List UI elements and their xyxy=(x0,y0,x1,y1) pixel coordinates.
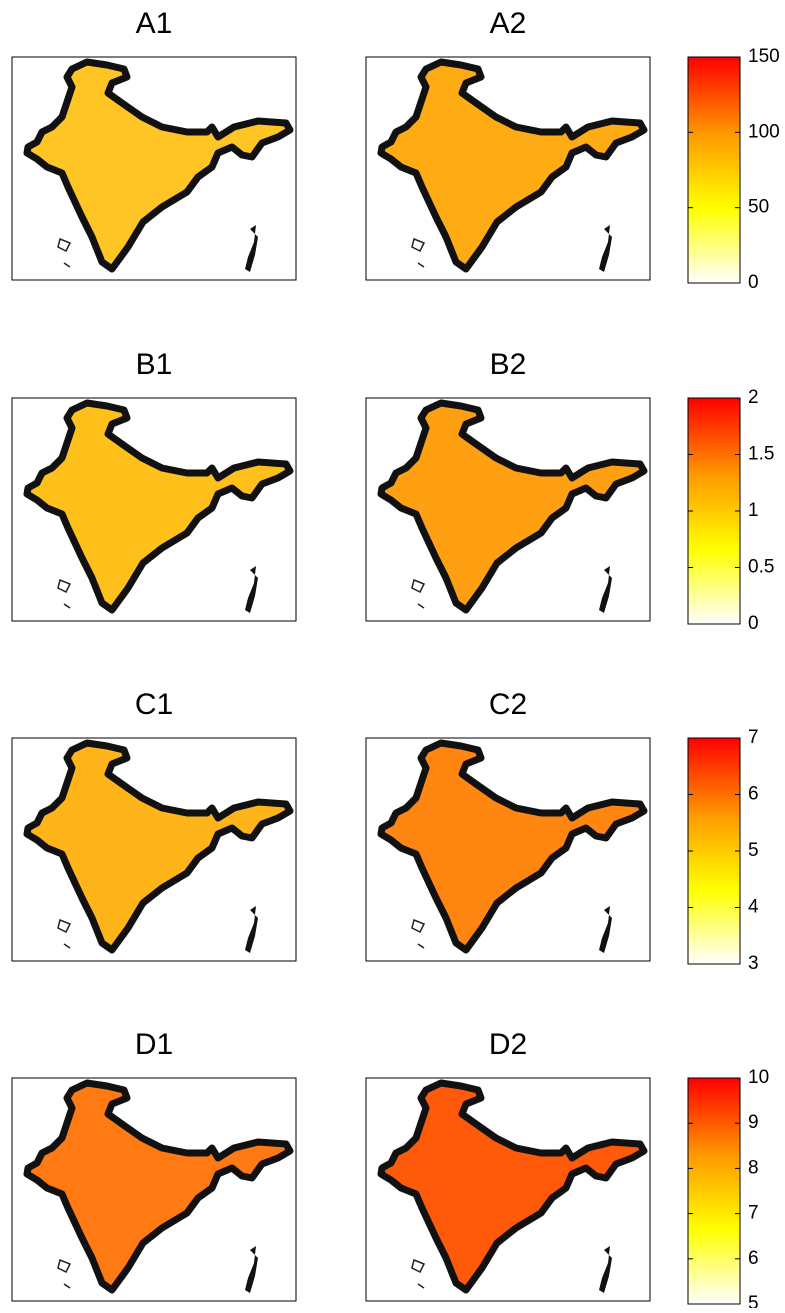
colorbar-tick-label: 2 xyxy=(748,387,759,408)
islands xyxy=(245,225,258,272)
lakshadweep xyxy=(57,237,72,268)
india-map xyxy=(23,58,294,273)
lakshadweep xyxy=(57,1258,72,1289)
colorbar-tick-label: 50 xyxy=(748,197,769,218)
islands xyxy=(245,1246,258,1293)
panel-title: D1 xyxy=(135,1028,173,1061)
lakshadweep xyxy=(411,1258,426,1289)
lakshadweep xyxy=(411,918,426,949)
colorbar xyxy=(687,1077,741,1305)
colorbar xyxy=(687,56,741,284)
map xyxy=(23,399,294,614)
colorbar-tick-label: 10 xyxy=(748,1067,769,1088)
map xyxy=(23,739,294,954)
colorbar-tick-label: 5 xyxy=(748,840,759,861)
islands xyxy=(599,566,612,613)
colorbar-tick-label: 0.5 xyxy=(748,557,774,578)
colorbar-tick-label: 8 xyxy=(748,1157,759,1178)
lakshadweep xyxy=(411,237,426,268)
colorbar-tick-label: 100 xyxy=(748,121,780,142)
panel-title: B2 xyxy=(490,348,527,381)
india-map xyxy=(23,1079,294,1294)
colorbar-tick-label: 3 xyxy=(748,953,759,974)
colorbar-tick-label: 0 xyxy=(748,272,759,293)
panel-title: C2 xyxy=(489,688,527,721)
colorbar-tick-label: 150 xyxy=(748,46,780,67)
colorbar xyxy=(687,737,741,965)
india-map xyxy=(23,739,294,954)
islands xyxy=(599,1246,612,1293)
lakshadweep xyxy=(57,918,72,949)
panel-title: B1 xyxy=(136,348,173,381)
colorbar-tick-label: 7 xyxy=(748,727,759,748)
map xyxy=(23,1079,294,1294)
map xyxy=(377,58,648,273)
colorbar-tick-label: 5 xyxy=(748,1293,759,1308)
panel-title: D2 xyxy=(489,1028,527,1061)
india-map xyxy=(377,399,648,614)
india-map xyxy=(377,739,648,954)
india-map xyxy=(23,399,294,614)
map xyxy=(377,1079,648,1294)
colorbar-tick-label: 9 xyxy=(748,1112,759,1133)
colorbar-tick-label: 7 xyxy=(748,1203,759,1224)
islands xyxy=(599,906,612,953)
india-map xyxy=(377,1079,648,1294)
map xyxy=(377,739,648,954)
colorbar-tick-label: 1.5 xyxy=(748,444,774,465)
panel-title: C1 xyxy=(135,688,173,721)
islands xyxy=(599,225,612,272)
colorbar xyxy=(687,397,741,625)
lakshadweep xyxy=(57,578,72,609)
colorbar-tick-label: 0 xyxy=(748,613,759,634)
panel-title: A1 xyxy=(136,7,173,40)
colorbar-tick-label: 6 xyxy=(748,784,759,805)
map xyxy=(23,58,294,273)
lakshadweep xyxy=(411,578,426,609)
islands xyxy=(245,906,258,953)
panel-title: A2 xyxy=(490,7,527,40)
colorbar-tick-label: 4 xyxy=(748,897,759,918)
map xyxy=(377,399,648,614)
colorbar-tick-label: 6 xyxy=(748,1248,759,1269)
colorbar-tick-label: 1 xyxy=(748,500,759,521)
islands xyxy=(245,566,258,613)
india-map xyxy=(377,58,648,273)
